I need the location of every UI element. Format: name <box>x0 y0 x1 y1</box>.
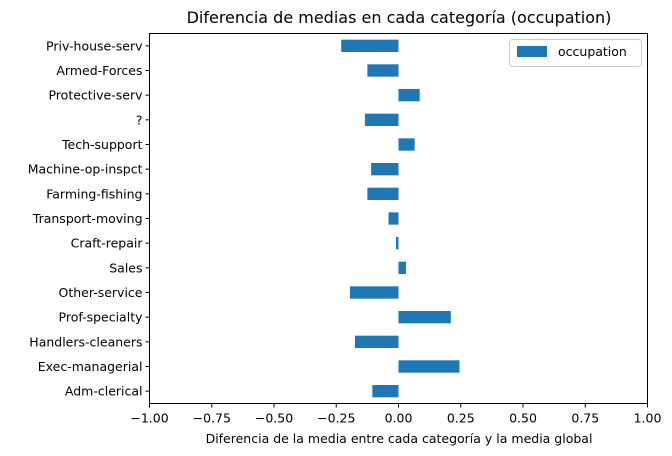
x-tick-label: −1.00 <box>130 411 168 426</box>
y-tick-label: Handlers-cleaners <box>29 334 142 349</box>
y-tick-label: Farming-fishing <box>46 186 142 201</box>
bar <box>398 261 406 274</box>
bar <box>367 187 399 200</box>
y-tick-label: Transport-moving <box>32 211 143 226</box>
y-tick-label: Sales <box>109 260 142 275</box>
legend: occupation <box>509 39 642 67</box>
legend-swatch <box>517 46 547 57</box>
y-tick-label: Tech-support <box>61 137 143 152</box>
y-tick-label: Priv-house-serv <box>46 38 143 53</box>
y-tick-label: ? <box>136 112 143 127</box>
plot-frame <box>149 33 648 404</box>
bar <box>367 64 399 77</box>
bar <box>398 311 451 324</box>
y-axis-ticks: Adm-clerical Exec-managerial Handlers-clea… <box>28 38 150 399</box>
bar <box>398 360 460 373</box>
y-tick-label: Prof-specialty <box>59 310 144 325</box>
bar <box>398 89 420 102</box>
chart-title: Diferencia de medias en cada categoría (… <box>187 8 612 27</box>
x-tick-label: 0.50 <box>509 411 537 426</box>
bar <box>364 113 399 126</box>
bar <box>354 335 399 348</box>
y-tick-label: Craft-repair <box>71 236 144 251</box>
x-tick-label: 0.00 <box>385 411 413 426</box>
y-tick-label: Other-service <box>59 285 143 300</box>
bar <box>341 39 399 52</box>
x-axis-label: Diferencia de la media entre cada catego… <box>206 431 593 446</box>
bar <box>396 237 399 250</box>
bar <box>372 385 399 398</box>
x-tick-label: 0.75 <box>571 411 599 426</box>
bars-layer <box>341 39 460 398</box>
x-axis-ticks: −1.00 −0.75 −0.50 −0.25 0.00 0.25 0.50 0.75 1.00 <box>130 403 662 426</box>
x-tick-label: 1.00 <box>634 411 662 426</box>
y-tick-label: Exec-managerial <box>38 359 143 374</box>
x-tick-label: 0.25 <box>447 411 475 426</box>
y-tick-label: Adm-clerical <box>65 384 143 399</box>
x-tick-label: −0.75 <box>193 411 231 426</box>
y-tick-label: Protective-serv <box>48 88 143 103</box>
bar <box>371 163 399 176</box>
y-tick-label: Armed-Forces <box>56 63 142 78</box>
x-tick-label: −0.50 <box>255 411 293 426</box>
x-tick-label: −0.25 <box>317 411 355 426</box>
y-tick-label: Machine-op-inspct <box>28 162 143 177</box>
bar <box>398 138 415 151</box>
bar <box>388 212 399 225</box>
bar <box>349 286 399 299</box>
legend-entry: occupation <box>558 44 627 59</box>
